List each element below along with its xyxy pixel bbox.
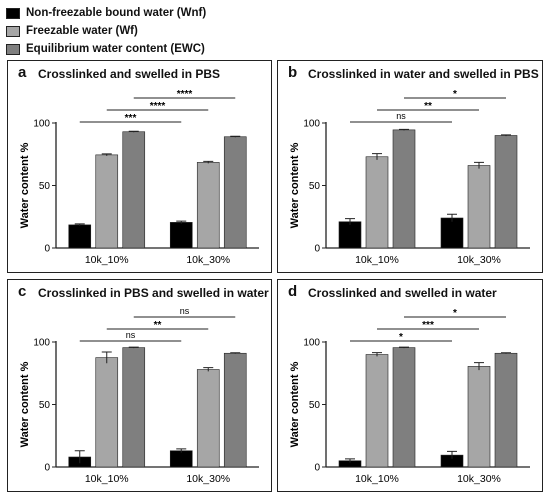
panel-b-title: Crosslinked in water and swelled in PBS bbox=[308, 67, 539, 81]
y-axis-label: Water content % bbox=[289, 142, 301, 228]
x-category-label: 10k_10% bbox=[355, 473, 399, 485]
panel-d: d Crosslinked and swelled in water 0 50 10… bbox=[277, 279, 543, 492]
bar-ewc-1 bbox=[494, 135, 518, 249]
y-tick-label: 0 bbox=[44, 244, 50, 255]
bar-wf-0 bbox=[95, 154, 119, 249]
x-category-label: 10k_30% bbox=[457, 254, 501, 266]
significance-label: *** bbox=[422, 320, 434, 331]
bar-ewc-1 bbox=[494, 352, 518, 468]
legend-label-wf: Freezable water (Wf) bbox=[26, 25, 138, 37]
significance-label: ** bbox=[154, 320, 162, 331]
panel-c-plot: 0 50 100 Water content % 10k_10% 10k_30% ns ** n… bbox=[19, 306, 259, 485]
bar-ewc-0 bbox=[392, 347, 416, 468]
y-axis-label: Water content % bbox=[289, 361, 301, 447]
y-tick-label: 0 bbox=[314, 244, 320, 255]
panel-a: a Crosslinked and swelled in PBS 0 50 100 W… bbox=[7, 60, 272, 273]
y-tick-label: 100 bbox=[33, 338, 50, 349]
bar-wf-1 bbox=[467, 366, 491, 468]
y-tick-label: 50 bbox=[309, 181, 321, 192]
bar-ewc-0 bbox=[392, 129, 416, 249]
legend-swatch-wnf bbox=[6, 7, 20, 19]
legend-swatch-wf bbox=[6, 25, 20, 37]
y-tick-label: 50 bbox=[39, 181, 51, 192]
legend-swatch-ewc bbox=[6, 43, 20, 55]
panel-d-letter: d bbox=[288, 283, 298, 300]
y-tick-label: 50 bbox=[309, 400, 321, 411]
significance-label: * bbox=[453, 89, 457, 100]
bar-wf-0 bbox=[365, 354, 389, 468]
legend-item-wf: Freezable water (Wf) bbox=[6, 22, 206, 40]
panel-a-letter: a bbox=[18, 64, 27, 81]
significance-label: * bbox=[399, 332, 403, 343]
y-tick-label: 0 bbox=[314, 463, 320, 474]
bar-wf-1 bbox=[196, 162, 220, 249]
bar-ewc-1 bbox=[223, 136, 247, 249]
y-tick-label: 100 bbox=[303, 119, 320, 130]
bar-ewc-0 bbox=[122, 347, 146, 468]
x-category-label: 10k_30% bbox=[186, 473, 230, 485]
panel-b: b Crosslinked in water and swelled in PB… bbox=[277, 60, 543, 273]
significance-label: **** bbox=[177, 89, 193, 100]
y-tick-label: 100 bbox=[303, 338, 320, 349]
panel-c-title: Crosslinked in PBS and swelled in water bbox=[38, 286, 269, 300]
bar-wf-0 bbox=[365, 156, 389, 249]
bar-wnf-0 bbox=[338, 221, 362, 249]
significance-label: *** bbox=[125, 113, 137, 124]
significance-label: ** bbox=[424, 101, 432, 112]
legend-item-wnf: Non-freezable bound water (Wnf) bbox=[6, 4, 206, 22]
legend: Non-freezable bound water (Wnf) Freezabl… bbox=[6, 4, 206, 58]
panel-d-title: Crosslinked and swelled in water bbox=[308, 286, 497, 300]
bar-wf-0 bbox=[95, 357, 119, 468]
significance-label: **** bbox=[150, 101, 166, 112]
significance-label: ns bbox=[396, 111, 406, 121]
panel-a-title: Crosslinked and swelled in PBS bbox=[38, 67, 221, 81]
y-axis-label: Water content % bbox=[19, 142, 31, 228]
bar-ewc-1 bbox=[223, 352, 247, 468]
significance-label: ns bbox=[180, 306, 190, 316]
x-category-label: 10k_10% bbox=[85, 473, 129, 485]
legend-label-wnf: Non-freezable bound water (Wnf) bbox=[26, 7, 207, 19]
y-tick-label: 100 bbox=[33, 119, 50, 130]
x-category-label: 10k_10% bbox=[355, 254, 399, 266]
panel-c-letter: c bbox=[18, 283, 27, 300]
significance-label: ns bbox=[126, 330, 136, 340]
legend-item-ewc: Equilibrium water content (EWC) bbox=[6, 40, 206, 58]
bar-wnf-1 bbox=[169, 450, 193, 468]
legend-label-ewc: Equilibrium water content (EWC) bbox=[26, 43, 205, 55]
x-category-label: 10k_30% bbox=[457, 473, 501, 485]
bar-wnf-1 bbox=[440, 217, 464, 249]
panel-b-letter: b bbox=[288, 64, 298, 81]
y-tick-label: 0 bbox=[44, 463, 50, 474]
bar-ewc-0 bbox=[122, 131, 146, 249]
x-category-label: 10k_10% bbox=[85, 254, 129, 266]
bar-wf-1 bbox=[467, 165, 491, 249]
bar-wnf-1 bbox=[169, 222, 193, 249]
bar-wf-1 bbox=[196, 369, 220, 468]
y-axis-label: Water content % bbox=[19, 361, 31, 447]
x-category-label: 10k_30% bbox=[186, 254, 230, 266]
y-tick-label: 50 bbox=[39, 400, 51, 411]
panel-c: c Crosslinked in PBS and swelled in wate… bbox=[7, 279, 272, 492]
bar-wnf-0 bbox=[68, 224, 92, 249]
significance-label: * bbox=[453, 308, 457, 319]
